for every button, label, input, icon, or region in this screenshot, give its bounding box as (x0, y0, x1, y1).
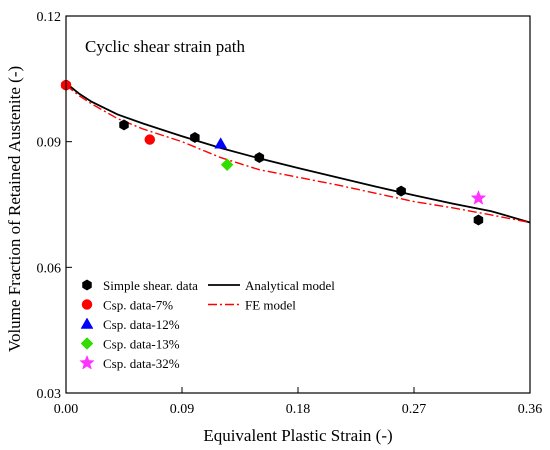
x-tick-label-4: 0.36 (518, 402, 543, 417)
legend-label-2: Csp. data-12% (103, 317, 180, 332)
data-point-hexagon-4 (396, 185, 406, 197)
series-line-analytical-model (65, 82, 531, 224)
y-tick-label-3: 0.12 (37, 10, 62, 25)
legend-marker-circle (81, 299, 93, 310)
axis-ticks: 0.00 0.09 0.18 0.27 0.36 0.03 0.06 0.09 0.12 (37, 10, 543, 417)
legend-marker-star (79, 354, 95, 370)
legend-label-3: Csp. data-13% (103, 337, 180, 352)
legend-label-0: Simple shear. data (103, 278, 198, 293)
x-tick-label-1: 0.09 (170, 402, 195, 417)
y-tick-label-2: 0.09 (37, 136, 62, 151)
data-point-hexagon-2 (190, 131, 200, 143)
model-curves (65, 82, 531, 224)
data-point-hexagon-1 (119, 119, 129, 131)
x-tick-label-3: 0.27 (402, 402, 427, 417)
data-point-triangle-0 (214, 137, 228, 149)
y-tick-label-0: 0.03 (37, 387, 62, 402)
data-points (60, 79, 487, 226)
legend-marker-hexagon (82, 279, 92, 291)
x-tick-label-2: 0.18 (286, 402, 311, 417)
data-point-diamond-0 (220, 158, 234, 172)
legend-line-label-0: Analytical model (245, 278, 335, 293)
x-axis-title: Equivalent Plastic Strain (-) (203, 426, 392, 445)
legend-line-label-1: FE model (245, 298, 296, 313)
legend-marker-triangle (80, 317, 94, 329)
chart-annotation: Cyclic shear strain path (85, 37, 246, 56)
legend-marker-diamond (80, 337, 94, 350)
y-tick-label-1: 0.06 (37, 261, 62, 276)
series-line-fe-model (65, 84, 531, 224)
data-point-hexagon-3 (254, 152, 265, 164)
legend: Simple shear. data Csp. data-7% Csp. data-… (79, 278, 335, 371)
legend-label-4: Csp. data-32% (103, 356, 180, 371)
data-point-circle-1 (144, 134, 156, 145)
x-tick-label-0: 0.00 (54, 402, 79, 417)
y-axis-title: Volume Fraction of Retained Austenite (-… (5, 66, 24, 352)
data-point-star-0 (470, 190, 487, 205)
legend-label-1: Csp. data-7% (103, 298, 173, 313)
data-point-hexagon-5 (473, 214, 484, 226)
